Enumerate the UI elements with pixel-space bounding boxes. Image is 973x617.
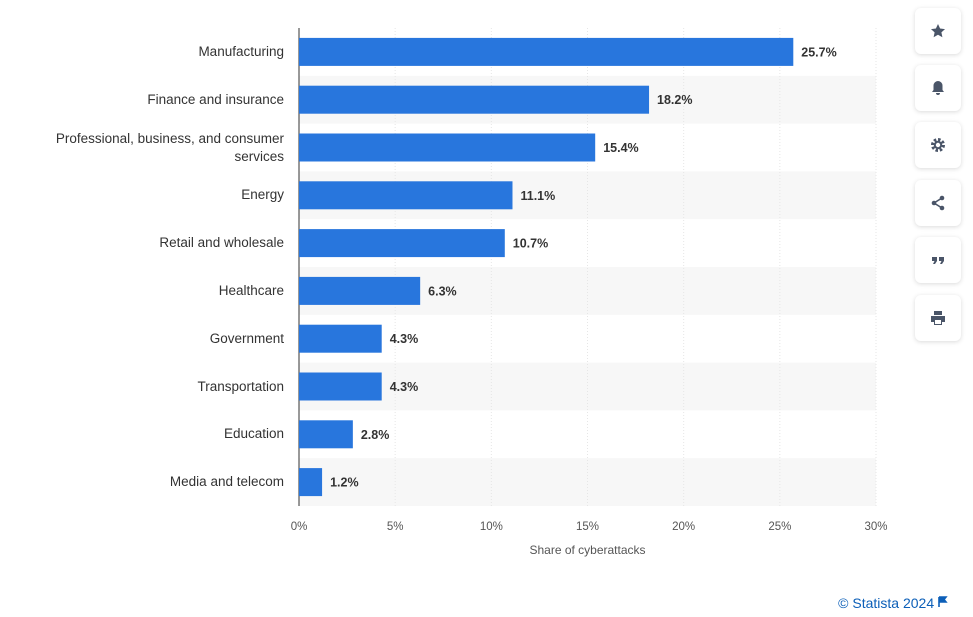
bar	[299, 468, 323, 497]
value-label: 15.4%	[603, 141, 638, 155]
chart: 0% 5% 10% 15% 20% 25% 30% Share of cyberattacks…	[291, 28, 888, 557]
value-label: 18.2%	[657, 93, 692, 107]
y-tick-label: Transportation	[197, 378, 284, 394]
value-label: 2.8%	[361, 428, 390, 442]
y-tick-label: Energy	[241, 187, 284, 203]
bar	[299, 324, 382, 353]
value-label: 6.3%	[428, 284, 457, 298]
value-label: 1.2%	[330, 476, 359, 490]
y-tick-label: Education	[223, 426, 284, 442]
x-tick-label: 30%	[864, 521, 887, 533]
value-label: 11.1%	[520, 189, 555, 203]
favorite-button[interactable]	[915, 8, 961, 54]
y-tick-label: Finance and insurance	[147, 91, 284, 107]
row-stripe	[299, 458, 876, 506]
y-tick-label: Manufacturing	[198, 43, 284, 59]
bar	[299, 37, 794, 66]
x-tick-label: 20%	[672, 521, 695, 533]
x-tick-label: 5%	[387, 521, 404, 533]
value-label: 10.7%	[513, 237, 548, 251]
x-tick-label: 0%	[291, 521, 308, 533]
bar	[299, 420, 353, 449]
bar	[299, 276, 421, 305]
credit[interactable]: © Statista 2024	[838, 595, 948, 611]
y-tick-label: Media and telecom	[169, 474, 284, 490]
value-label: 4.3%	[390, 380, 419, 394]
bar	[299, 85, 650, 114]
share-button[interactable]	[915, 180, 961, 226]
bar	[299, 372, 382, 401]
settings-button[interactable]	[915, 122, 961, 168]
notification-button[interactable]	[915, 65, 961, 111]
y-tick-label: Healthcare	[218, 282, 284, 298]
y-tick-label: Retail and wholesale	[159, 235, 284, 251]
x-tick-label: 25%	[768, 521, 791, 533]
cite-button[interactable]	[915, 237, 961, 283]
print-button[interactable]	[915, 295, 961, 341]
flag-icon	[938, 596, 948, 607]
bar	[299, 133, 596, 162]
bar	[299, 229, 505, 258]
x-tick-label: 10%	[480, 521, 503, 533]
bar	[299, 181, 513, 210]
y-tick-label: Professional, business, and consumer ser…	[55, 130, 284, 164]
value-label: 25.7%	[801, 45, 836, 59]
value-label: 4.3%	[390, 332, 419, 346]
x-axis-title: Share of cyberattacks	[529, 543, 645, 557]
x-tick-label: 15%	[576, 521, 599, 533]
y-tick-label: Government	[209, 330, 284, 346]
credit-text[interactable]: © Statista 2024	[838, 595, 935, 611]
